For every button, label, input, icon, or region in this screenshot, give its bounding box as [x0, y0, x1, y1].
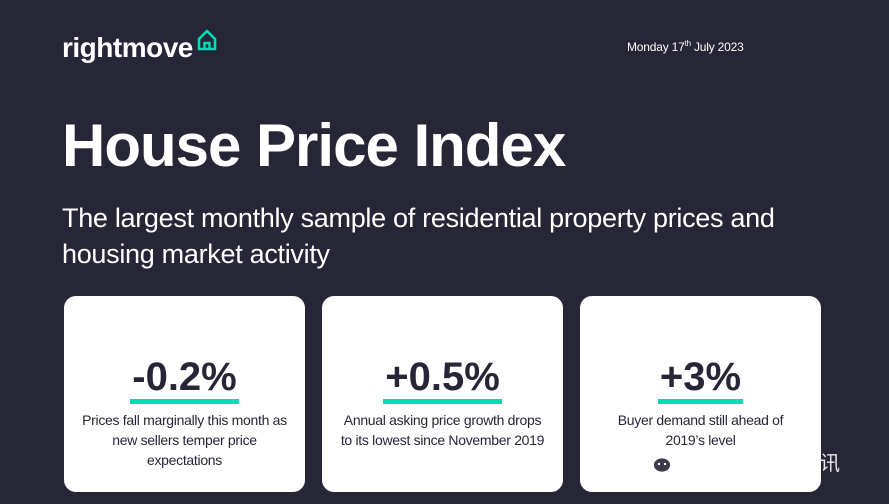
watermark: 焕华出国留学资讯: [640, 446, 840, 476]
stat-card-buyer-demand: +3% Buyer demand still ahead of 2019’s l…: [580, 296, 821, 492]
page-title: House Price Index: [62, 112, 566, 179]
report-date: Monday 17th July 2023: [627, 39, 744, 55]
date-day: Monday 17: [627, 40, 685, 54]
page-subtitle: The largest monthly sample of residentia…: [62, 203, 775, 269]
wechat-icon: [641, 448, 672, 474]
date-month-year: July 2023: [690, 40, 744, 54]
stat-description: Buyer demand still ahead of 2019’s level: [617, 412, 784, 448]
stat-value-text: -0.2%: [130, 355, 239, 404]
date-ordinal: th: [684, 39, 691, 48]
stat-value: -0.2%: [64, 352, 305, 404]
rightmove-logo[interactable]: rightmove: [62, 28, 219, 64]
house-logo-icon: [197, 29, 217, 51]
stat-card-price-change: -0.2% Prices fall marginally this month …: [64, 296, 305, 492]
stat-description: Prices fall marginally this month as new…: [82, 412, 287, 468]
stat-value-text: +3%: [657, 355, 744, 404]
stat-value: +0.5%: [322, 352, 563, 404]
stat-description: Annual asking price growth drops to its …: [340, 412, 545, 448]
stat-value: +3%: [580, 352, 821, 404]
logo-wordmark: rightmove: [62, 32, 193, 63]
stat-card-annual-growth: +0.5% Annual asking price growth drops t…: [322, 296, 563, 492]
stat-value-text: +0.5%: [383, 355, 502, 404]
watermark-text: 焕华出国留学资讯: [680, 450, 840, 475]
